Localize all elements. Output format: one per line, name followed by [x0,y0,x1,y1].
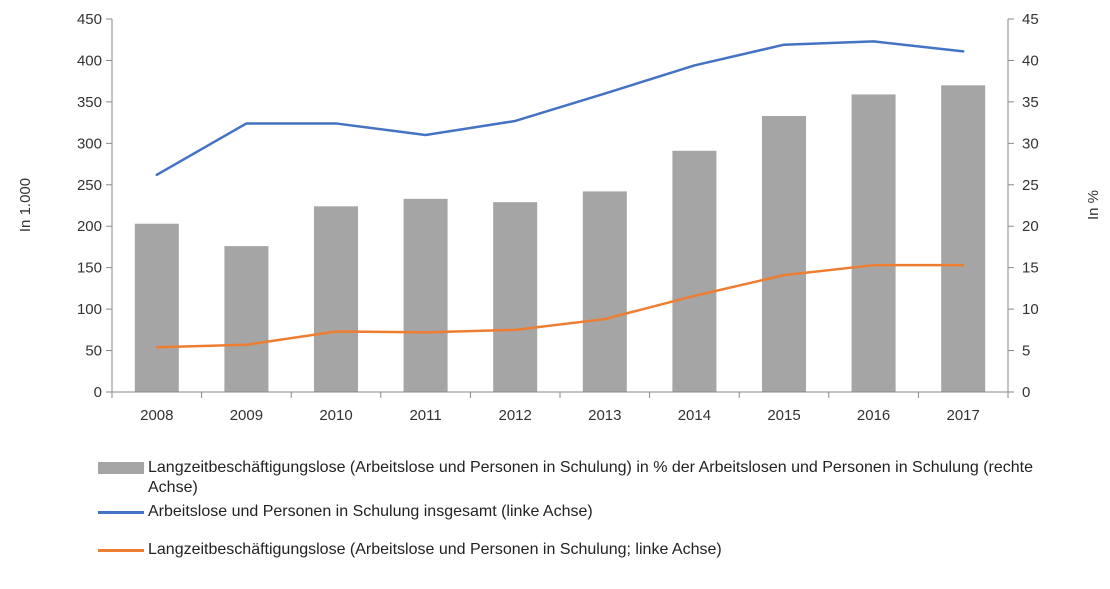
right-tick-label: 20 [1022,218,1039,235]
bar [582,191,627,392]
left-tick-label: 450 [77,11,102,28]
bar [224,246,269,392]
right-tick-label: 45 [1022,11,1039,28]
line-total [155,40,965,177]
x-tick-label: 2015 [767,407,800,424]
legend-swatch-orange-line [98,549,144,552]
right-tick-label: 35 [1022,94,1039,111]
left-tick-label: 400 [77,52,102,69]
right-tick-label: 25 [1022,177,1039,194]
bar [314,206,358,392]
bar [762,115,806,392]
right-tick-label: 15 [1022,260,1039,277]
right-axis-title: In % [1085,190,1102,220]
bar [403,198,448,392]
legend-swatch-bar [98,462,144,474]
left-axis-title: In 1.000 [17,178,34,232]
line-series [155,40,965,349]
legend-label-orange-line: Langzeitbeschäftigungslose (Arbeitslose … [148,541,722,558]
right-tick-label: 5 [1022,343,1030,360]
bar [941,85,986,393]
left-tick-label: 250 [77,177,102,194]
legend-item-orange-line: Langzeitbeschäftigungslose (Arbeitslose … [98,540,1058,560]
left-tick-label: 100 [77,301,102,318]
x-tick-label: 2017 [947,407,980,424]
x-tick-label: 2014 [678,407,711,424]
legend-item-blue-line: Arbeitslose und Personen in Schulung ins… [98,502,1058,522]
bar [851,94,896,392]
legend: Langzeitbeschäftigungslose (Arbeitslose … [98,458,1058,564]
left-tick-label: 150 [77,260,102,277]
left-tick-label: 0 [94,384,102,401]
line-long-term [155,263,965,349]
legend-label-bars: Langzeitbeschäftigungslose (Arbeitslose … [148,459,1033,496]
left-tick-label: 50 [85,343,102,360]
x-tick-label: 2011 [409,407,441,424]
right-axis-ticks: 0 5 10 15 20 25 30 35 40 45 [1008,11,1039,401]
x-tick-label: 2012 [499,407,532,424]
x-tick-label: 2016 [857,407,890,424]
x-tick-label: 2008 [140,407,173,424]
right-tick-label: 30 [1022,135,1039,152]
bar [672,150,717,392]
legend-item-bars: Langzeitbeschäftigungslose (Arbeitslose … [98,458,1058,498]
right-tick-label: 40 [1022,52,1039,69]
right-tick-label: 0 [1022,384,1030,401]
bar-series [134,85,986,393]
bar [134,223,179,392]
left-axis-ticks: 0 50 100 150 200 250 300 350 400 450 [77,11,112,401]
left-tick-label: 200 [77,218,102,235]
x-tick-label: 2009 [230,407,263,424]
x-tick-label: 2013 [588,407,621,424]
x-tick-label: 2010 [319,407,352,424]
x-axis-ticks: 2008 2009 2010 2011 2012 2013 2014 2015 2016 2017 [111,392,1009,424]
chart: 0 50 100 150 200 250 300 350 400 450 0 5 10 15 20 25 30… [17,11,1102,424]
right-tick-label: 10 [1022,301,1039,318]
legend-label-blue-line: Arbeitslose und Personen in Schulung ins… [148,503,593,520]
legend-swatch-blue-line [98,511,144,514]
left-tick-label: 350 [77,94,102,111]
bar [493,202,538,392]
left-tick-label: 300 [77,135,102,152]
